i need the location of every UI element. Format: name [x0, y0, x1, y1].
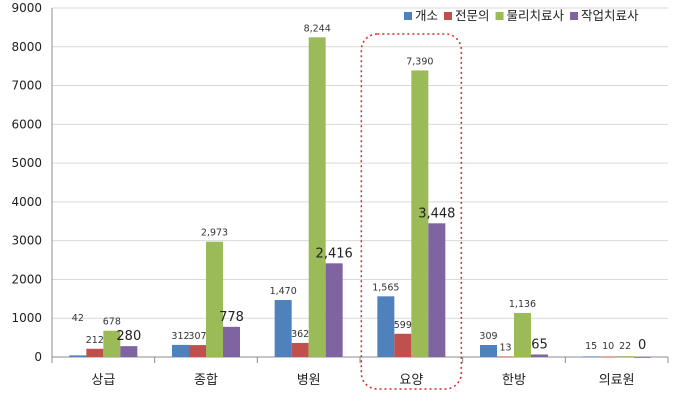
y-tick-label: 9000 — [11, 1, 42, 15]
data-label: 2,416 — [316, 246, 353, 261]
data-label: 678 — [103, 317, 121, 328]
bar-전문의-종합 — [189, 345, 206, 357]
data-label: 15 — [585, 341, 597, 352]
data-label: 0 — [638, 338, 646, 353]
bar-개소-요양 — [377, 296, 395, 357]
x-category-label: 의료원 — [599, 373, 635, 388]
data-label: 65 — [531, 337, 548, 352]
x-category-label: 상급 — [91, 373, 115, 388]
y-tick-label: 6000 — [11, 117, 42, 131]
bar-전문의-병원 — [291, 342, 309, 357]
data-label: 22 — [619, 341, 631, 352]
data-label: 42 — [72, 313, 84, 324]
data-label: 307 — [188, 331, 206, 342]
bar-작업치료사-종합 — [223, 326, 240, 357]
data-label: 10 — [602, 341, 614, 352]
y-tick-label: 4000 — [11, 195, 42, 209]
y-tick-label: 0 — [34, 350, 42, 364]
y-tick-label: 8000 — [11, 40, 42, 54]
bar-물리치료사-상급 — [103, 330, 121, 357]
highlight-box — [360, 33, 463, 390]
bar-물리치료사-의료원 — [616, 356, 634, 357]
bar-전문의-의료원 — [599, 356, 617, 358]
x-category-label: 병원 — [297, 373, 321, 388]
legend-entry: 전문의 — [455, 8, 490, 23]
data-label: 1,565 — [372, 282, 399, 293]
y-tick-label: 3000 — [11, 234, 42, 248]
data-label: 2,973 — [201, 228, 228, 239]
data-label: 1,136 — [509, 299, 536, 310]
bar-전문의-한방 — [497, 356, 514, 358]
data-label: 778 — [219, 310, 244, 325]
legend-entry: 물리치료사 — [507, 8, 565, 23]
data-label: 8,244 — [304, 23, 331, 34]
bar-개소-의료원 — [582, 356, 600, 358]
bar-작업치료사-병원 — [325, 263, 343, 357]
bar-개소-종합 — [172, 344, 189, 357]
legend-swatch — [570, 12, 579, 20]
x-category-label: 종합 — [194, 373, 218, 388]
bar-전문의-요양 — [394, 333, 412, 357]
legend-swatch — [404, 12, 412, 20]
bar-작업치료사-요양 — [428, 223, 446, 357]
bar-개소-상급 — [69, 355, 87, 357]
x-category-label: 요양 — [399, 373, 423, 388]
data-label: 7,390 — [406, 56, 433, 67]
legend-entry: 개소 — [415, 8, 438, 23]
data-label: 1,470 — [270, 286, 297, 297]
data-label: 362 — [291, 329, 309, 340]
bar-전문의-상급 — [86, 348, 104, 357]
data-label: 3,448 — [418, 206, 455, 221]
bar-개소-병원 — [274, 299, 292, 357]
bar-작업치료사-한방 — [531, 354, 548, 357]
data-label: 312 — [171, 331, 189, 342]
bar-개소-한방 — [480, 345, 497, 357]
data-label: 599 — [394, 320, 412, 331]
y-tick-label: 5000 — [11, 156, 42, 170]
bar-물리치료사-요양 — [411, 70, 429, 357]
bar-작업치료사-의료원 — [633, 357, 651, 358]
bar-물리치료사-한방 — [514, 312, 531, 357]
y-tick-label: 2000 — [11, 272, 42, 286]
legend-entry: 작업치료사 — [581, 8, 639, 23]
data-label: 280 — [116, 329, 141, 344]
x-category-label: 한방 — [502, 373, 526, 388]
data-label: 13 — [499, 342, 511, 353]
y-tick-label: 7000 — [11, 79, 42, 93]
data-label: 212 — [86, 335, 104, 346]
bar-물리치료사-병원 — [308, 37, 326, 357]
legend-swatch — [495, 12, 504, 20]
bar-작업치료사-상급 — [120, 346, 138, 357]
y-tick-label: 1000 — [11, 311, 42, 325]
data-label: 309 — [479, 331, 497, 342]
legend-swatch — [444, 12, 453, 20]
bar-물리치료사-종합 — [206, 241, 223, 357]
